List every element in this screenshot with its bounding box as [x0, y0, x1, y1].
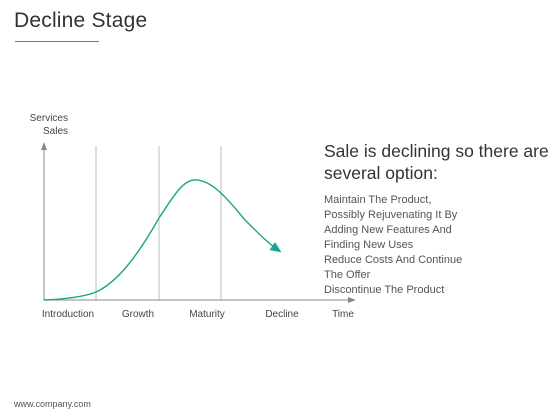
- page-title: Decline Stage: [14, 9, 148, 32]
- option-line: Adding New Features And: [324, 224, 452, 236]
- option-line: Finding New Uses: [324, 239, 414, 251]
- options-list: Maintain The Product, Possibly Rejuvenat…: [324, 193, 554, 298]
- y-axis-label-line-2: Sales: [42, 126, 68, 137]
- y-axis-label-line-1: Services: [29, 113, 68, 124]
- title-underline: [15, 41, 99, 42]
- sales-curve: [43, 179, 282, 301]
- option-line: Discontinue The Product: [324, 284, 445, 296]
- x-label-growth: Growth: [121, 309, 155, 320]
- option-line: Possibly Rejuvenating It By: [324, 209, 458, 221]
- x-label-maturity: Maturity: [189, 309, 225, 320]
- panel-headline: Sale is declining so there are several o…: [324, 141, 549, 183]
- x-label-decline: Decline: [265, 309, 299, 320]
- option-line: Reduce Costs And Continue: [324, 254, 463, 266]
- option-line: Maintain The Product,: [324, 194, 432, 206]
- x-label-time: Time: [332, 309, 354, 320]
- footer-website[interactable]: www.company.com: [14, 399, 91, 409]
- x-label-introduction: Introduction: [41, 309, 95, 320]
- option-line: The Offer: [324, 269, 371, 281]
- y-axis-label: Services Sales: [10, 112, 68, 138]
